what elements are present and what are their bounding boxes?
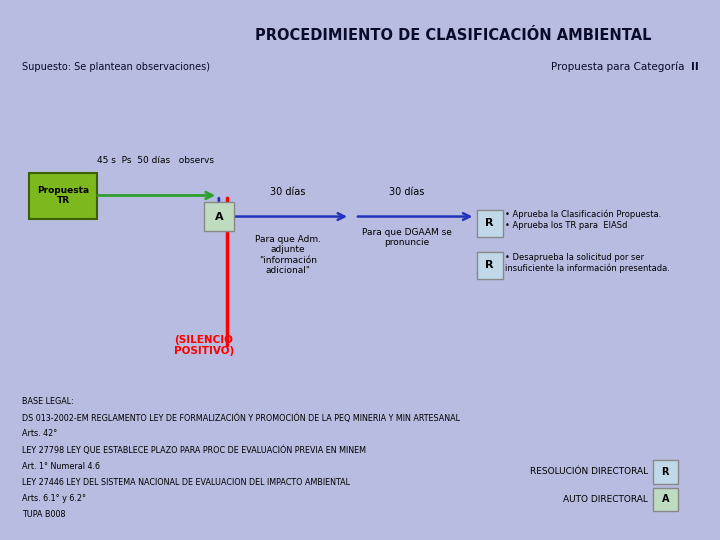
Text: R: R [485, 260, 494, 270]
Text: Art. 1° Numeral 4.6: Art. 1° Numeral 4.6 [22, 462, 99, 471]
FancyBboxPatch shape [204, 202, 234, 231]
Text: LEY 27446 LEY DEL SISTEMA NACIONAL DE EVALUACION DEL IMPACTO AMBIENTAL: LEY 27446 LEY DEL SISTEMA NACIONAL DE EV… [22, 478, 350, 487]
Text: PROCEDIMIENTO DE CLASIFICACIÓN AMBIENTAL: PROCEDIMIENTO DE CLASIFICACIÓN AMBIENTAL [256, 28, 652, 43]
FancyBboxPatch shape [653, 460, 678, 484]
Text: BASE LEGAL:: BASE LEGAL: [22, 397, 73, 406]
Text: II: II [691, 62, 699, 72]
Text: DS 013-2002-EM REGLAMENTO LEY DE FORMALIZACIÓN Y PROMOCIÓN DE LA PEQ MINERIA Y M: DS 013-2002-EM REGLAMENTO LEY DE FORMALI… [22, 413, 459, 423]
Text: 30 días: 30 días [270, 187, 306, 197]
Text: R: R [662, 467, 669, 477]
Text: (SILENCIO
POSITIVO): (SILENCIO POSITIVO) [174, 335, 234, 356]
FancyBboxPatch shape [477, 210, 503, 237]
Text: Arts. 6.1° y 6.2°: Arts. 6.1° y 6.2° [22, 494, 86, 503]
Text: A: A [662, 495, 669, 504]
FancyBboxPatch shape [653, 488, 678, 511]
Text: Para que Adm.
adjunte
"información
adicional": Para que Adm. adjunte "información adici… [255, 235, 321, 275]
Text: TUPA B008: TUPA B008 [22, 510, 65, 519]
Text: R: R [485, 218, 494, 228]
Text: AUTO DIRECTORAL: AUTO DIRECTORAL [563, 495, 648, 504]
Text: • Aprueba la Clasificación Propuesta.
• Aprueba los TR para  EIASd: • Aprueba la Clasificación Propuesta. • … [505, 210, 662, 230]
FancyBboxPatch shape [477, 252, 503, 279]
Text: Arts. 42°: Arts. 42° [22, 429, 57, 438]
Text: A: A [215, 212, 223, 221]
Text: 30 días: 30 días [389, 187, 425, 197]
Text: Propuesta
TR: Propuesta TR [37, 186, 89, 205]
Text: 45 s  Ps  50 días   observs: 45 s Ps 50 días observs [97, 156, 215, 165]
Text: RESOLUCIÓN DIRECTORAL: RESOLUCIÓN DIRECTORAL [530, 468, 648, 476]
Text: Para que DGAAM se
pronuncie: Para que DGAAM se pronuncie [362, 228, 451, 247]
Text: Supuesto: Se plantean observaciones): Supuesto: Se plantean observaciones) [22, 62, 210, 72]
FancyBboxPatch shape [29, 173, 97, 219]
Text: • Desaprueba la solicitud por ser
insuficiente la información presentada.: • Desaprueba la solicitud por ser insufi… [505, 253, 670, 273]
Text: LEY 27798 LEY QUE ESTABLECE PLAZO PARA PROC DE EVALUACIÓN PREVIA EN MINEM: LEY 27798 LEY QUE ESTABLECE PLAZO PARA P… [22, 446, 366, 455]
Text: Propuesta para Categoría: Propuesta para Categoría [551, 62, 688, 72]
